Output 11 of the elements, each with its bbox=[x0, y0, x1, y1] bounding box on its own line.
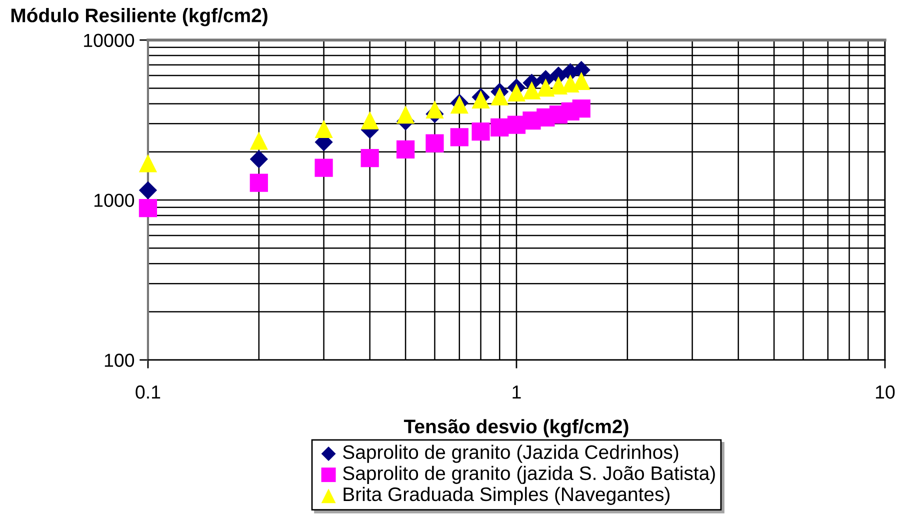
y-axis-title: Módulo Resiliente (kgf/cm2) bbox=[11, 8, 268, 26]
x-tick-label: 10 bbox=[876, 385, 895, 399]
y-tick-label: 10000 bbox=[84, 34, 134, 48]
x-axis-title: Tensão desvio (kgf/cm2) bbox=[404, 419, 628, 438]
y-tick-label: 1000 bbox=[94, 194, 134, 207]
y-tick-label: 100 bbox=[104, 354, 134, 367]
legend-label: Brita Graduada Simples (Navegantes) bbox=[344, 486, 670, 505]
legend-label: Saprolito de granito (Jazida Cedrinhos) bbox=[343, 444, 678, 463]
x-tick-label: 1 bbox=[512, 386, 521, 399]
legend-label: Saprolito de granito (jazida S. João Batista) bbox=[343, 466, 715, 484]
x-tick-label: 0.1 bbox=[136, 385, 160, 399]
